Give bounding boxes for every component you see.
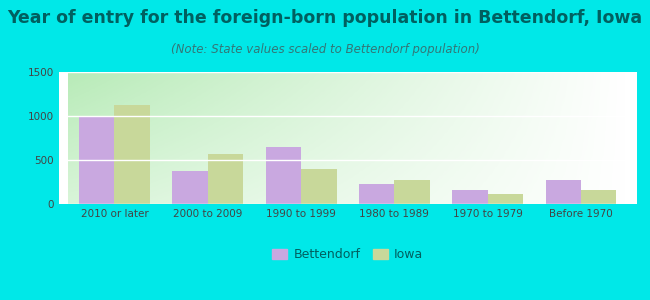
Bar	[172, 171, 208, 204]
Bar	[301, 169, 337, 204]
Bar	[359, 184, 395, 204]
Bar	[266, 147, 301, 204]
Bar	[452, 190, 488, 204]
Text: Year of entry for the foreign-born population in Bettendorf, Iowa: Year of entry for the foreign-born popul…	[7, 9, 643, 27]
Bar	[114, 105, 150, 204]
Bar	[545, 180, 581, 204]
Bar	[79, 116, 114, 204]
Bar	[488, 194, 523, 204]
Text: (Note: State values scaled to Bettendorf population): (Note: State values scaled to Bettendorf…	[170, 44, 480, 56]
Bar	[395, 180, 430, 204]
Legend: Bettendorf, Iowa: Bettendorf, Iowa	[267, 243, 428, 266]
Bar	[208, 154, 243, 204]
Bar	[581, 190, 616, 204]
